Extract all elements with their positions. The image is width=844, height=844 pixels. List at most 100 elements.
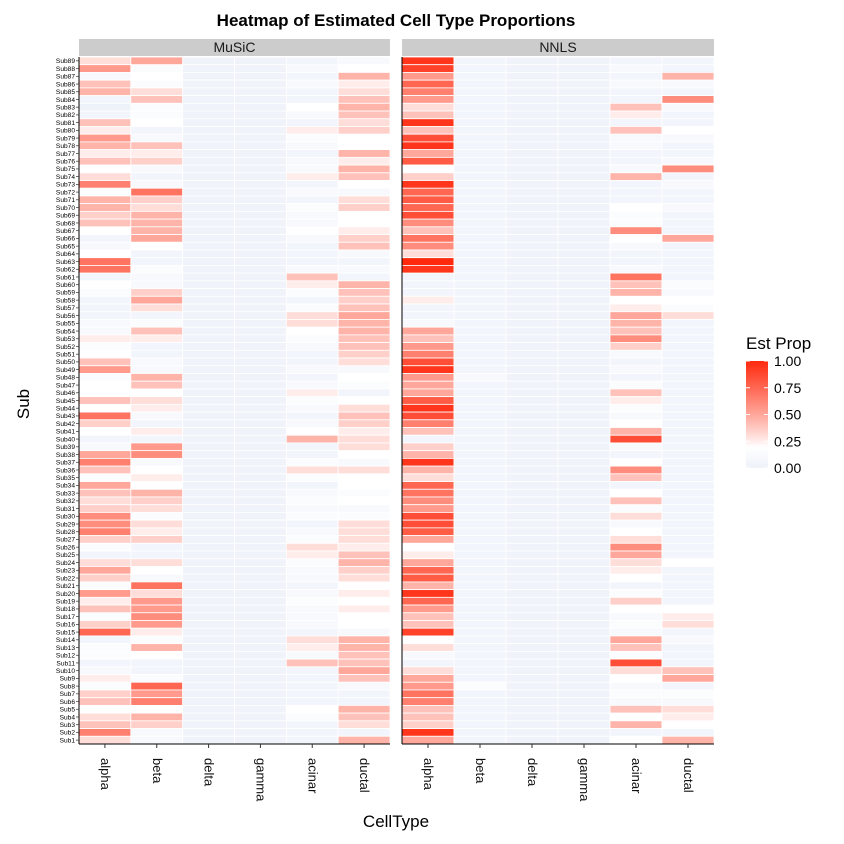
heatmap-cell <box>337 504 391 513</box>
heatmap-cell <box>453 319 507 328</box>
heatmap-cell <box>609 450 663 459</box>
heatmap-cell <box>401 705 455 714</box>
heatmap-cell <box>234 187 287 197</box>
y-tick-label: Sub47 <box>56 382 75 389</box>
heatmap-cell <box>234 581 287 591</box>
heatmap-cell <box>130 357 184 367</box>
heatmap-cell <box>234 496 287 506</box>
heatmap-cell <box>557 658 611 668</box>
heatmap-cell <box>609 164 663 174</box>
heatmap-cell <box>557 573 611 583</box>
heatmap-cell <box>130 95 184 104</box>
heatmap-cell <box>234 612 287 621</box>
heatmap-cell <box>182 481 235 490</box>
heatmap-cell <box>453 79 507 89</box>
heatmap-cell <box>130 650 184 660</box>
heatmap-cell <box>337 666 391 675</box>
heatmap-cell <box>130 102 184 112</box>
heatmap-cell <box>401 427 455 436</box>
heatmap-cell <box>661 643 715 652</box>
heatmap-cell <box>505 79 559 89</box>
heatmap-cell <box>505 735 559 745</box>
heatmap-cell <box>505 527 559 536</box>
heatmap-cell <box>453 488 507 498</box>
heatmap-cell <box>661 581 715 591</box>
heatmap-cell <box>182 319 235 328</box>
heatmap-cell <box>557 674 611 683</box>
heatmap-cell <box>182 728 235 737</box>
heatmap-cell <box>661 735 715 745</box>
heatmap-cell <box>182 550 235 560</box>
heatmap-cell <box>505 550 559 560</box>
heatmap-cell <box>78 635 132 645</box>
heatmap-cell <box>401 102 455 112</box>
heatmap-cell <box>285 403 339 413</box>
heatmap-cell <box>505 164 559 174</box>
heatmap-cell <box>661 442 715 452</box>
heatmap-cell <box>234 566 287 575</box>
y-tick-label: Sub40 <box>56 436 75 443</box>
y-tick-label: Sub71 <box>56 197 75 204</box>
heatmap-cell <box>557 411 611 421</box>
y-tick-label: Sub54 <box>56 328 75 335</box>
heatmap-cell <box>78 326 132 336</box>
heatmap-cell <box>453 674 507 683</box>
heatmap-cell <box>505 427 559 436</box>
heatmap-cell <box>609 187 663 197</box>
heatmap-cell <box>661 558 715 567</box>
heatmap-cell <box>234 481 287 490</box>
heatmap-cell <box>401 566 455 575</box>
heatmap-cell <box>78 481 132 490</box>
heatmap-cell <box>234 465 287 475</box>
heatmap-cell <box>285 681 339 691</box>
heatmap-cell <box>401 342 455 351</box>
heatmap-cell <box>557 643 611 652</box>
heatmap-cell <box>78 396 132 405</box>
heatmap-cell <box>234 535 287 544</box>
heatmap-cell <box>130 658 184 668</box>
heatmap-cell <box>130 712 184 722</box>
heatmap-cell <box>182 658 235 668</box>
heatmap-cell <box>609 604 663 614</box>
heatmap-cell <box>182 635 235 645</box>
heatmap-cell <box>609 720 663 729</box>
heatmap-cell <box>78 388 132 398</box>
heatmap-cell <box>453 566 507 575</box>
heatmap-cell <box>557 64 611 73</box>
heatmap-cell <box>401 396 455 405</box>
heatmap-cell <box>337 550 391 560</box>
heatmap-cell <box>609 311 663 320</box>
heatmap-cell <box>609 241 663 251</box>
heatmap-cell <box>557 419 611 428</box>
y-tick-label: Sub52 <box>56 344 75 351</box>
heatmap-cell <box>130 542 184 552</box>
y-tick-label: Sub80 <box>56 128 75 135</box>
heatmap-cell <box>557 87 611 96</box>
heatmap-cell <box>182 411 235 421</box>
heatmap-cell <box>285 118 339 127</box>
heatmap-cell <box>234 149 287 158</box>
heatmap-cell <box>337 234 391 243</box>
heatmap-cell <box>401 303 455 313</box>
heatmap-cell <box>453 396 507 405</box>
heatmap-cell <box>285 319 339 328</box>
heatmap-cell <box>609 357 663 367</box>
heatmap-cell <box>453 519 507 529</box>
heatmap-cell <box>401 581 455 591</box>
heatmap-cell <box>505 535 559 544</box>
heatmap-cell <box>182 434 235 444</box>
heatmap-cell <box>557 697 611 706</box>
heatmap-cell <box>401 558 455 567</box>
heatmap-cell <box>78 442 132 452</box>
heatmap-cell <box>234 643 287 652</box>
heatmap-cell <box>505 573 559 583</box>
heatmap-cell <box>285 280 339 289</box>
facet-strip <box>79 39 390 56</box>
heatmap-cell <box>337 319 391 328</box>
heatmap-cell <box>182 149 235 158</box>
heatmap-cell <box>453 681 507 691</box>
heatmap-cell <box>78 581 132 591</box>
heatmap-cell <box>182 604 235 614</box>
heatmap-cell <box>285 627 339 637</box>
heatmap-cell <box>661 102 715 112</box>
